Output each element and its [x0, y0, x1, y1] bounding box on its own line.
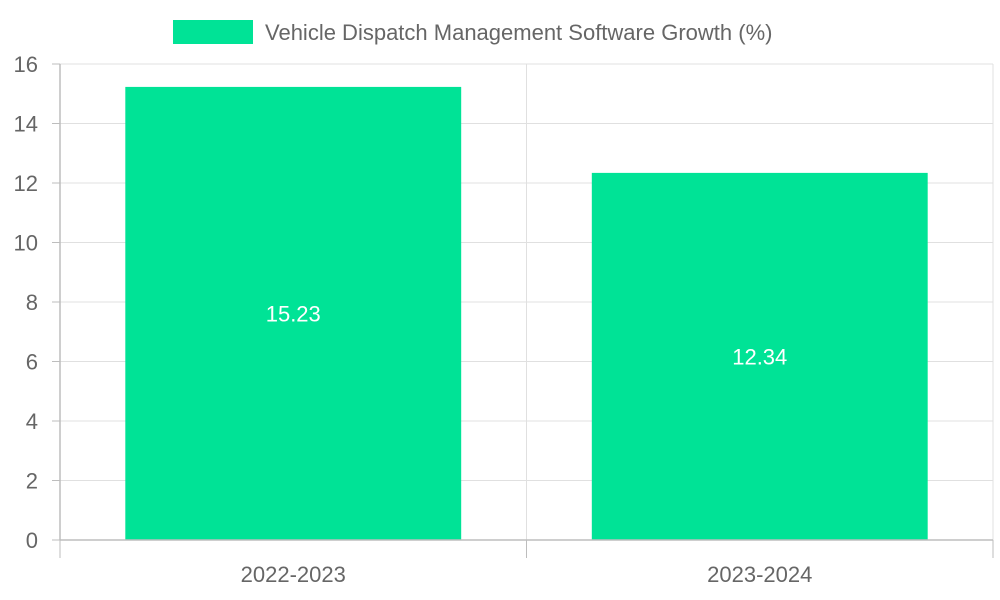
y-tick-label: 8: [26, 290, 38, 315]
tick-labels: 0 2 4 6 8 10 12 14 16 2022-2023 2023-2024: [14, 52, 813, 587]
legend-swatch[interactable]: [173, 20, 253, 44]
y-tick-label: 16: [14, 52, 38, 77]
bar[interactable]: [125, 86, 462, 540]
x-tick-label: 2023-2024: [707, 562, 812, 587]
y-tick-label: 10: [14, 231, 38, 256]
bar-value-label: 12.34: [732, 344, 787, 369]
y-tick-label: 4: [26, 409, 38, 434]
legend[interactable]: Vehicle Dispatch Management Software Gro…: [173, 20, 772, 45]
bars: 15.23 12.34: [125, 86, 928, 540]
legend-label[interactable]: Vehicle Dispatch Management Software Gro…: [265, 20, 772, 45]
y-tick-label: 0: [26, 528, 38, 553]
bar-value-label: 15.23: [266, 301, 321, 326]
y-tick-label: 2: [26, 469, 38, 494]
y-tick-label: 6: [26, 350, 38, 375]
y-tick-label: 14: [14, 112, 38, 137]
axes: [52, 63, 994, 558]
y-tick-label: 12: [14, 171, 38, 196]
bar[interactable]: [591, 172, 928, 540]
x-tick-label: 2022-2023: [241, 562, 346, 587]
